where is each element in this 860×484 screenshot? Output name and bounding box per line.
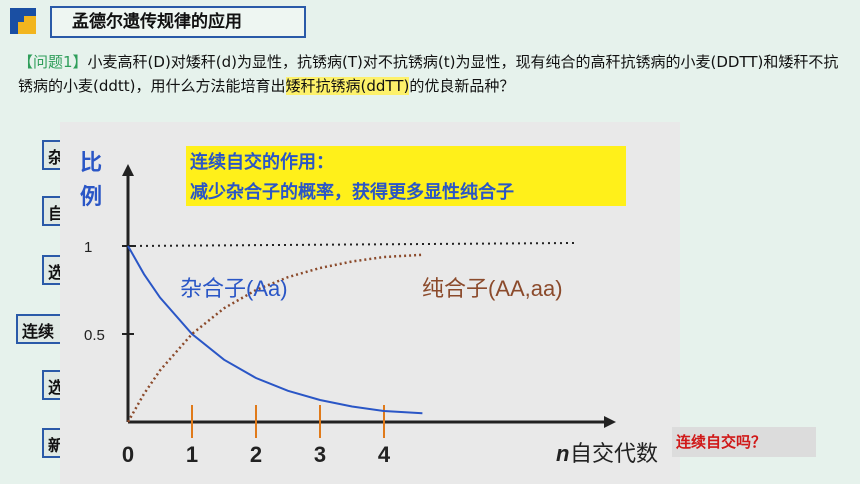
- series-label-0: 杂合子(Aa): [180, 276, 288, 301]
- side-question: 连续自交吗？: [672, 427, 816, 457]
- problem-body-b: 的优良新品种？: [409, 77, 515, 95]
- x-tick-label-0: 0: [122, 442, 134, 467]
- deco-square-accent: [10, 8, 24, 22]
- x-tick-label-1: 1: [186, 442, 198, 467]
- left-tab-4: 连续: [16, 314, 64, 344]
- y-tick-label-1: 0.5: [84, 327, 105, 344]
- chart-svg: 比 例 连续自交的作用： 减少杂合子的概率，获得更多显性纯合子 n 自交代数 1…: [80, 146, 658, 467]
- x-tick-label-4: 4: [378, 442, 391, 467]
- x-tick-label-3: 3: [314, 442, 326, 467]
- series-line-0: [127, 245, 423, 415]
- problem-tag: 【问题1】: [18, 53, 88, 71]
- series-label-1: 纯合子(AA,aa): [422, 276, 563, 301]
- x-tick-label-2: 2: [250, 442, 262, 467]
- y-axis-label-char1: 比: [80, 150, 102, 175]
- series-line-1: [126, 253, 423, 423]
- problem-body-a: 小麦高秆(D)对矮秆(d)为显性，抗锈病(T)对不抗锈病(t)为显性，现有纯合的…: [18, 53, 839, 95]
- y-axis-label-char2: 例: [80, 184, 102, 209]
- x-axis-label-italic: n: [556, 441, 569, 466]
- annotation-line-1: 连续自交的作用：: [190, 151, 334, 172]
- left-tab-5: 选: [42, 370, 64, 400]
- y-tick-label-0: 1: [84, 239, 92, 256]
- chart-panel: 比 例 连续自交的作用： 减少杂合子的概率，获得更多显性纯合子 n 自交代数 1…: [60, 122, 680, 484]
- problem-text: 【问题1】小麦高秆(D)对矮秆(d)为显性，抗锈病(T)对不抗锈病(t)为显性，…: [18, 50, 848, 98]
- reference-line-1: [127, 242, 576, 247]
- annotation-line-2: 减少杂合子的概率，获得更多显性纯合子: [190, 181, 514, 202]
- x-axis-label: 自交代数: [570, 441, 658, 466]
- problem-highlight: 矮秆抗锈病(ddTT): [285, 77, 410, 95]
- page-title: 孟德尔遗传规律的应用: [50, 6, 306, 38]
- left-tab-2: 自: [42, 196, 64, 226]
- annotation-highlight: [186, 146, 626, 206]
